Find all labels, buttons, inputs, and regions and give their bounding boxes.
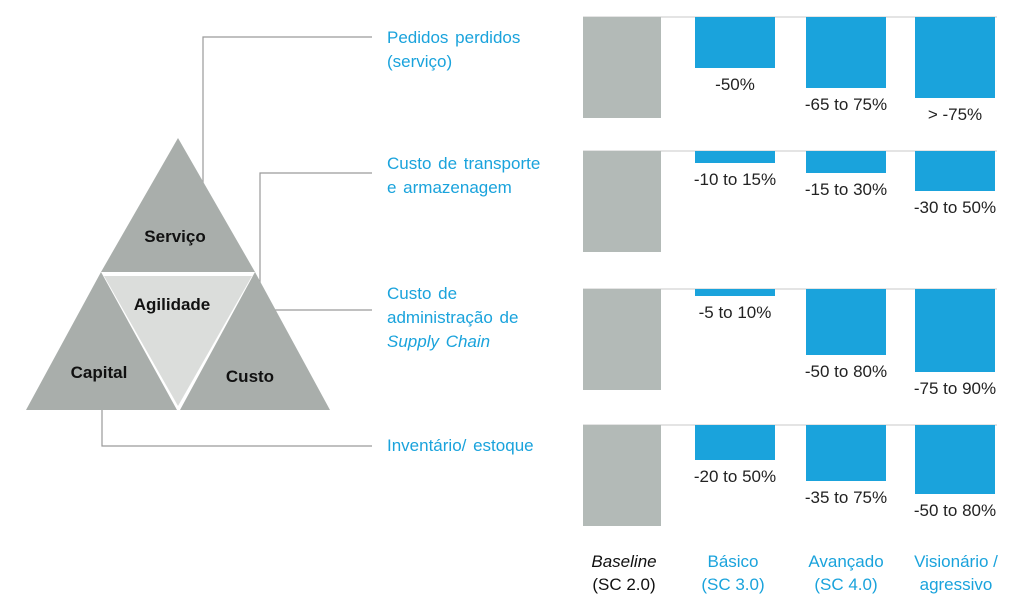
connector-capital xyxy=(101,400,372,447)
bar-value-label: -65 to 75% xyxy=(805,95,887,114)
row-label-transporte: Custo de transporte e armazenagem xyxy=(387,152,567,200)
category-subtitle: agressivo xyxy=(919,575,993,594)
row-label-administracao: Custo de administração de Supply Chain xyxy=(387,282,567,354)
improvement-bar xyxy=(806,289,886,355)
bar-value-label: -20 to 50% xyxy=(694,467,776,486)
triangle-custo xyxy=(180,272,330,410)
row-label-line: administração de xyxy=(387,308,519,327)
triangle-label-top: Serviço xyxy=(144,227,205,246)
baseline-bar xyxy=(583,151,661,252)
bar-value-label: -10 to 15% xyxy=(694,170,776,189)
triangle-label-right: Custo xyxy=(226,367,274,386)
baseline-bar xyxy=(583,289,661,390)
bar-value-label: -75 to 90% xyxy=(914,379,996,398)
category-visionario: Visionário / agressivo xyxy=(896,550,1016,596)
improvement-bar xyxy=(915,17,995,98)
connector-servico xyxy=(202,36,372,210)
baseline-bar xyxy=(583,425,661,526)
bar-value-label: -35 to 75% xyxy=(805,488,887,507)
category-title: Visionário / xyxy=(914,552,998,571)
category-title: Básico xyxy=(707,552,759,571)
improvement-bar xyxy=(915,151,995,191)
improvement-bar xyxy=(806,17,886,88)
triangle-label-left: Capital xyxy=(71,363,128,382)
connector-custo-transporte xyxy=(259,172,372,311)
improvement-bar xyxy=(915,289,995,372)
category-subtitle: (SC 4.0) xyxy=(814,575,878,594)
row-label-line: e armazenagem xyxy=(387,178,512,197)
triangle-agilidade xyxy=(104,276,252,406)
triangle-servico xyxy=(101,138,255,272)
baseline-bar xyxy=(583,17,661,118)
row-label-line: (serviço) xyxy=(387,52,453,71)
improvement-bar xyxy=(695,151,775,163)
improvement-bar xyxy=(806,425,886,481)
bar-value-label: -30 to 50% xyxy=(914,198,996,217)
category-title: Avançado xyxy=(808,552,884,571)
bar-value-label: > -75% xyxy=(928,105,982,124)
category-avancado: Avançado (SC 4.0) xyxy=(786,550,906,596)
bar-value-label: -50 to 80% xyxy=(805,362,887,381)
row-label-line: Inventário/ estoque xyxy=(387,436,534,455)
bar-value-label: -50% xyxy=(715,75,755,94)
row-label-line: Custo de transporte xyxy=(387,154,541,173)
category-subtitle: (SC 3.0) xyxy=(701,575,765,594)
connector-lines xyxy=(101,36,372,447)
improvement-bar xyxy=(695,17,775,68)
row-label-pedidos: Pedidos perdidos (serviço) xyxy=(387,26,567,74)
category-subtitle: (SC 2.0) xyxy=(592,575,656,594)
triangle-diagram: Serviço Agilidade Capital Custo xyxy=(26,138,330,410)
improvement-bar xyxy=(695,289,775,296)
row-label-inventario: Inventário/ estoque xyxy=(387,434,567,458)
row-label-line: Pedidos perdidos xyxy=(387,28,521,47)
bar-grid: -50% -65 to 75% > -75% -10 to 15% -15 to 30%… xyxy=(583,16,997,526)
triangle-capital xyxy=(26,272,177,410)
triangle-label-center: Agilidade xyxy=(134,295,211,314)
category-basico: Básico (SC 3.0) xyxy=(673,550,793,596)
improvement-bar xyxy=(695,425,775,460)
category-title: Baseline xyxy=(591,552,657,571)
row-label-line: Custo de xyxy=(387,284,458,303)
improvement-bar xyxy=(915,425,995,494)
bar-value-label: -15 to 30% xyxy=(805,180,887,199)
improvement-bar xyxy=(806,151,886,173)
row-label-italic: Supply Chain xyxy=(387,332,491,351)
bar-value-label: -5 to 10% xyxy=(699,303,772,322)
category-baseline: Baseline (SC 2.0) xyxy=(564,550,684,596)
bar-value-label: -50 to 80% xyxy=(914,501,996,520)
